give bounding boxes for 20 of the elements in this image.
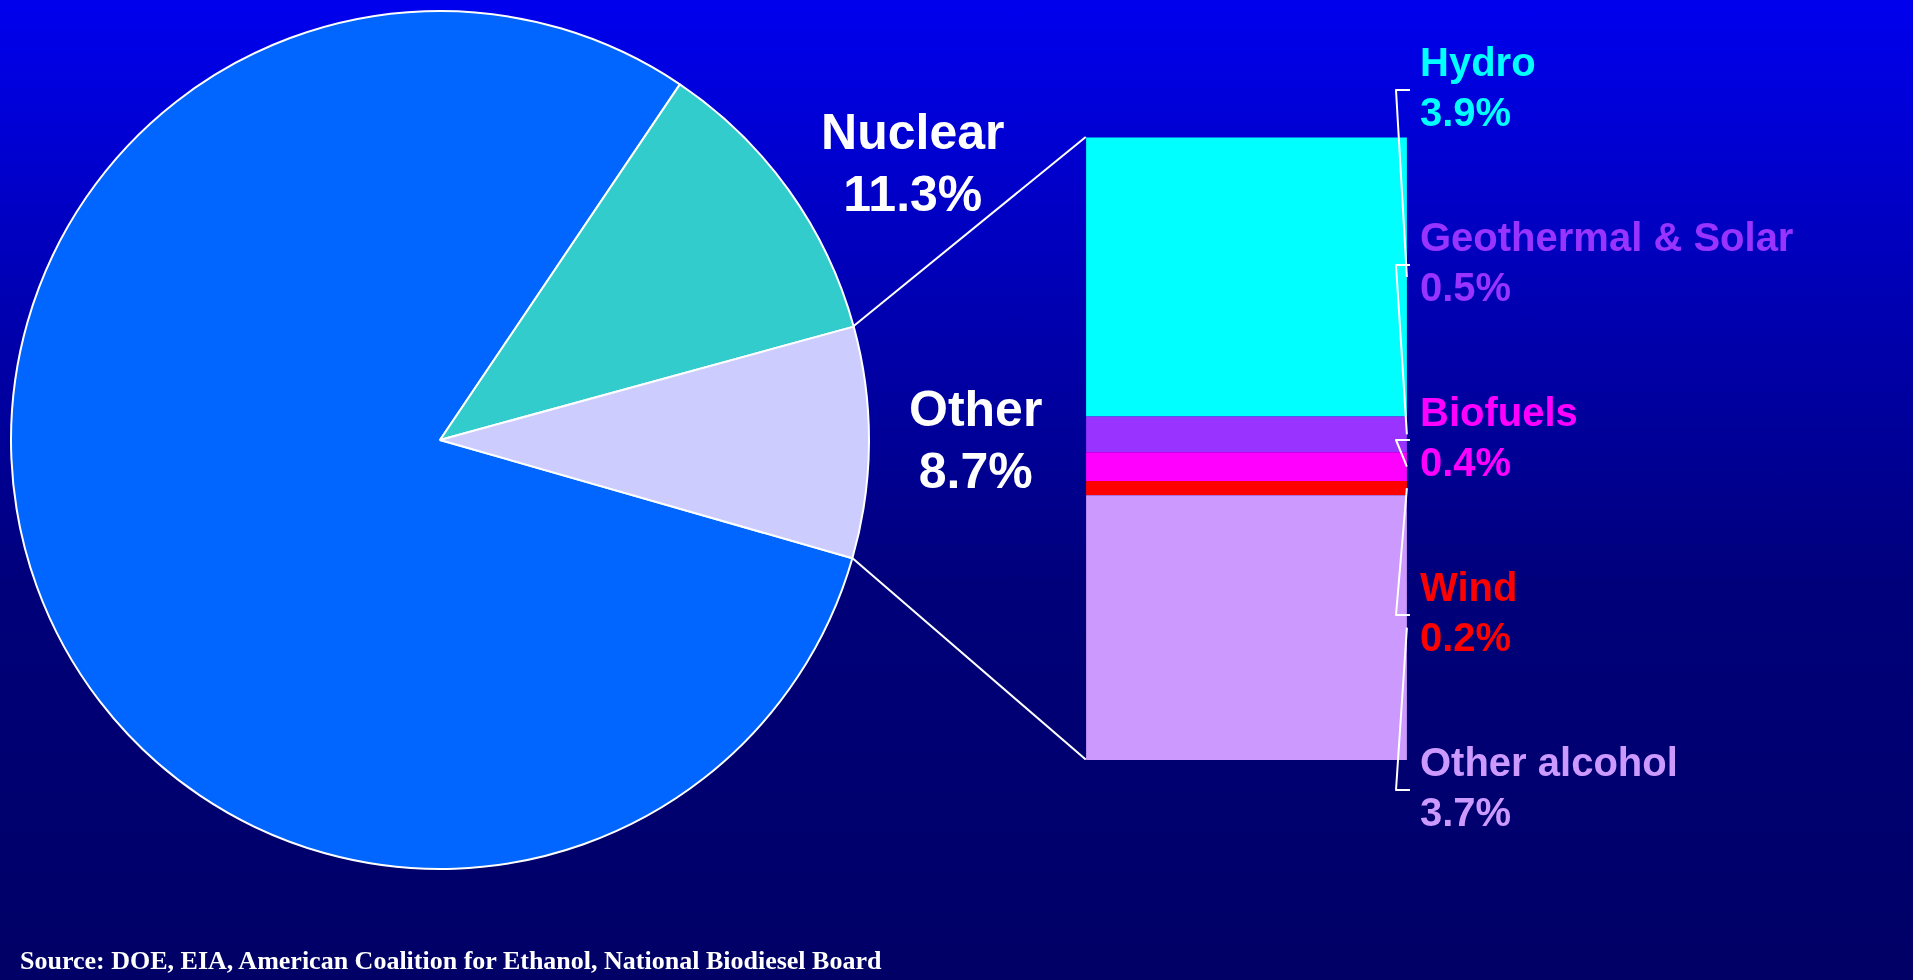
bar xyxy=(1086,416,1407,453)
data-label: 0.5% xyxy=(1420,265,1512,310)
slice-label: Nuclear xyxy=(821,104,1005,161)
source-note: Source: DOE, EIA, American Coalition for Ethanol, National Biodiesel Board xyxy=(20,946,882,976)
series-label: Hydro xyxy=(1420,40,1536,85)
bar xyxy=(1086,495,1407,760)
text: Geothermal & Solar xyxy=(1420,215,1794,260)
data-label: 8.7% xyxy=(918,442,1033,499)
bar xyxy=(1086,480,1407,496)
data-label: 0.2% xyxy=(1420,615,1512,660)
bar xyxy=(1086,137,1407,417)
data-label: 3.7% xyxy=(1420,790,1512,835)
data-label: 11.3% xyxy=(843,166,983,223)
slice-label: Other xyxy=(908,380,1043,437)
data-label: 3.9% xyxy=(1420,90,1512,135)
data-label: 0.4% xyxy=(1420,440,1512,485)
bar xyxy=(1086,452,1407,481)
series-label: Other alcohol xyxy=(1420,740,1678,785)
series-label: Wind xyxy=(1420,565,1518,610)
series-label: Biofuels xyxy=(1420,390,1578,435)
